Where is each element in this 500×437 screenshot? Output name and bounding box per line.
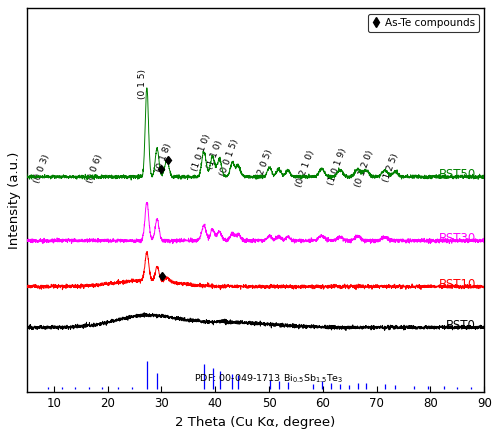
Text: BST10: BST10 — [439, 278, 476, 291]
Text: (1 1 0): (1 1 0) — [206, 139, 225, 171]
Text: (0 0 3): (0 0 3) — [32, 153, 51, 185]
Text: BST0: BST0 — [446, 319, 476, 332]
X-axis label: 2 Theta (Cu Kα, degree): 2 Theta (Cu Kα, degree) — [176, 416, 336, 429]
Text: (0 1 5): (0 1 5) — [138, 69, 147, 99]
Text: (1 0 1 9): (1 0 1 9) — [326, 147, 348, 187]
Text: (0 1 8): (0 1 8) — [154, 142, 173, 173]
Text: (1 2 5): (1 2 5) — [382, 152, 400, 184]
Legend: As-Te compounds: As-Te compounds — [368, 14, 479, 32]
Y-axis label: Intensity (a.u.): Intensity (a.u.) — [8, 152, 22, 249]
Text: BST30: BST30 — [439, 232, 476, 245]
Text: (0 2 1 0): (0 2 1 0) — [294, 149, 316, 189]
Text: PDF: 00-049-1713 Bi$_{0.5}$Sb$_{1.5}$Te$_3$: PDF: 00-049-1713 Bi$_{0.5}$Sb$_{1.5}$Te$… — [194, 372, 343, 385]
Text: (1 0 1 0): (1 0 1 0) — [190, 133, 212, 172]
Text: (2 0 5): (2 0 5) — [256, 148, 274, 180]
Text: (0 1 2 0): (0 1 2 0) — [354, 149, 375, 189]
Text: BST50: BST50 — [439, 168, 476, 181]
Text: (0 0 6): (0 0 6) — [86, 153, 104, 185]
Text: (0 0 1 5): (0 0 1 5) — [218, 139, 240, 178]
